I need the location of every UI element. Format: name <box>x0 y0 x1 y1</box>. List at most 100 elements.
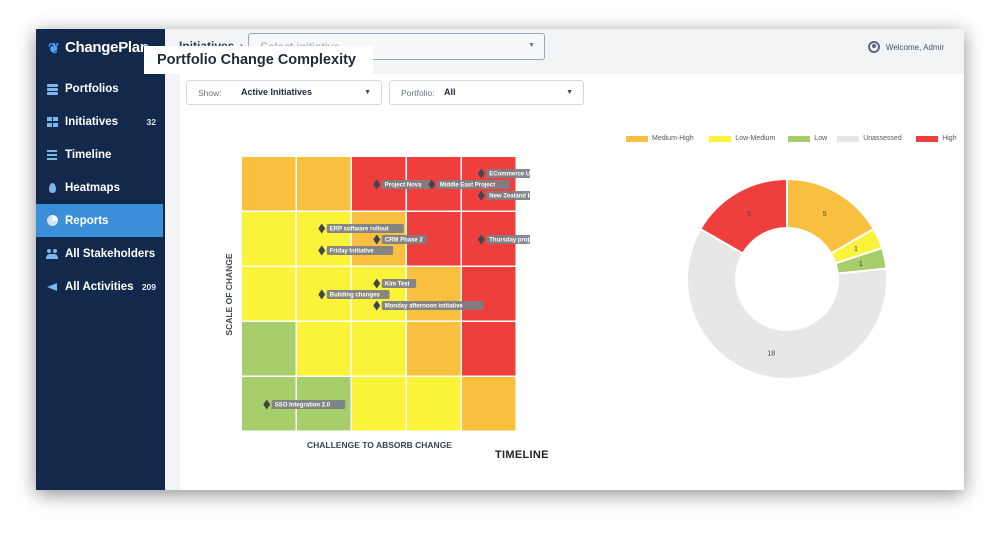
stack-icon <box>46 83 60 95</box>
diamond-marker-icon <box>428 179 436 190</box>
legend-item[interactable]: High <box>916 135 957 142</box>
heatmap-cell <box>462 267 516 321</box>
diamond-marker-icon <box>477 168 485 179</box>
initiative-label: ECommerce Update <box>489 172 530 178</box>
donut-legend: Medium-High Low-Medium Low Unassessed High <box>590 135 957 147</box>
initiative-marker[interactable]: Project Nova <box>373 179 431 190</box>
legend-label: Medium-High <box>652 135 694 142</box>
marker-label-bg <box>326 246 394 255</box>
initiative-label: CRM Phase 2 <box>385 238 424 244</box>
sidebar-item-label: Portfolios <box>65 82 119 95</box>
sidebar-item-label: Initiatives <box>65 115 119 128</box>
portfolio-filter-value: All <box>444 87 456 97</box>
sidebar-item-label: Reports <box>65 214 109 227</box>
legend-swatch <box>788 135 811 142</box>
legend-item[interactable]: Medium-High <box>626 135 694 142</box>
initiative-marker[interactable]: SSO Integration 2.0 <box>263 399 346 410</box>
heatmap-cell <box>242 157 296 211</box>
initiative-marker[interactable]: ECommerce Update <box>477 168 530 179</box>
initiative-label: Middle East Project <box>440 183 495 189</box>
marker-label-bg <box>486 169 530 178</box>
timeline-section-title: TIMELINE <box>495 449 549 461</box>
initiative-marker[interactable]: Kim Test <box>373 278 417 289</box>
sidebar-item-timeline[interactable]: Timeline <box>36 138 165 171</box>
user-menu[interactable]: Welcome, Admir <box>867 41 944 53</box>
legend-item[interactable]: Unassessed <box>837 135 902 142</box>
legend-item[interactable]: Low <box>788 135 827 142</box>
fire-icon <box>46 182 60 194</box>
diamond-marker-icon <box>373 179 381 190</box>
diamond-marker-icon <box>318 223 326 234</box>
initiative-label: Kim Test <box>385 282 410 288</box>
initiative-marker[interactable]: Building changes <box>318 289 390 300</box>
initiative-marker[interactable]: Monday afternoon initiative <box>373 300 484 311</box>
grid-icon <box>46 116 60 128</box>
heatmap-cell <box>352 377 406 431</box>
sidebar-item-all-stakeholders[interactable]: All Stakeholders <box>36 237 165 270</box>
donut-slice-label: 18 <box>767 350 775 357</box>
initiative-label: Monday afternoon initiative <box>385 304 464 310</box>
portfolio-filter-label: Portfolio: <box>401 88 435 98</box>
heatmap-cell <box>242 212 296 266</box>
portfolio-filter-dropdown[interactable]: Portfolio: All ▼ <box>389 80 584 105</box>
initiative-marker[interactable]: CRM Phase 2 <box>373 234 427 245</box>
heatmap-cell <box>352 322 406 376</box>
sidebar-item-heatmaps[interactable]: Heatmaps <box>36 171 165 204</box>
initiative-label: ERP software rollout <box>330 227 389 233</box>
people-icon <box>46 248 60 260</box>
heatmap-cell <box>462 377 516 431</box>
sidebar: ❦ ChangePlan ‹ PortfoliosInitiatives32Ti… <box>36 29 165 490</box>
heatmap-cell <box>462 322 516 376</box>
legend-label: Low <box>814 135 828 142</box>
welcome-text: Welcome, Admir <box>885 42 944 52</box>
initiative-marker[interactable]: Friday Initiative <box>318 245 394 256</box>
initiative-marker[interactable]: ERP software rollout <box>318 223 404 234</box>
show-filter-dropdown[interactable]: Show: Active Initiatives ▼ <box>186 80 382 105</box>
initiative-label: Building changes <box>330 293 381 299</box>
diamond-marker-icon <box>318 289 326 300</box>
legend-label: Low-Medium <box>735 135 776 142</box>
sidebar-item-label: Heatmaps <box>65 181 120 194</box>
title-tab <box>144 46 373 74</box>
initiative-marker[interactable]: Thursday project <box>477 234 530 245</box>
heatmap-cell <box>297 322 351 376</box>
sidebar-item-initiatives[interactable]: Initiatives 32 <box>36 105 165 138</box>
diamond-marker-icon <box>318 245 326 256</box>
marker-label-bg <box>486 235 530 244</box>
legend-swatch <box>837 135 860 142</box>
legend-item[interactable]: Low-Medium <box>709 135 775 142</box>
donut-slice-high[interactable] <box>699 177 788 255</box>
legend-label: High <box>942 135 957 142</box>
megaphone-icon <box>46 281 60 293</box>
show-filter-value: Active Initiatives <box>241 87 313 97</box>
donut-slice-unassessed[interactable] <box>686 227 888 380</box>
heatmap-cell <box>242 267 296 321</box>
sidebar-nav: Portfolios Initiatives 32 Timeline Heatmaps R… <box>36 72 165 303</box>
marker-label-bg <box>486 191 530 200</box>
changeplan-logo[interactable]: ❦ ChangePlan <box>48 39 149 56</box>
diamond-marker-icon <box>373 278 381 289</box>
legend-swatch <box>709 135 732 142</box>
marker-label-bg <box>381 235 427 244</box>
marker-label-bg <box>271 400 346 409</box>
diamond-marker-icon <box>373 234 381 245</box>
marker-label-bg <box>381 301 484 310</box>
donut-slice-label: 1 <box>854 246 858 253</box>
heatmap-cell <box>407 322 461 376</box>
chevron-down-icon: ▼ <box>528 42 535 49</box>
initiative-label: Friday Initiative <box>330 249 375 255</box>
sidebar-item-reports[interactable]: Reports <box>36 204 163 237</box>
logo-icon: ❦ <box>48 39 60 56</box>
sidebar-item-label: All Activities <box>65 280 134 293</box>
donut-slice-label: 5 <box>823 211 827 218</box>
initiative-label: Project Nova <box>385 183 422 189</box>
sidebar-item-all-activities[interactable]: All Activities 209 <box>36 270 165 303</box>
initiative-marker[interactable]: New Zealand Initiative <box>477 190 530 201</box>
sidebar-item-portfolios[interactable]: Portfolios <box>36 72 165 105</box>
heatmap-cell <box>242 322 296 376</box>
initiative-marker[interactable]: Middle East Project <box>428 179 511 190</box>
x-axis-label: CHALLENGE TO ABSORB CHANGE <box>307 440 452 450</box>
sidebar-item-count: 209 <box>141 281 156 292</box>
marker-label-bg <box>326 290 390 299</box>
sidebar-item-count: 32 <box>146 116 156 127</box>
